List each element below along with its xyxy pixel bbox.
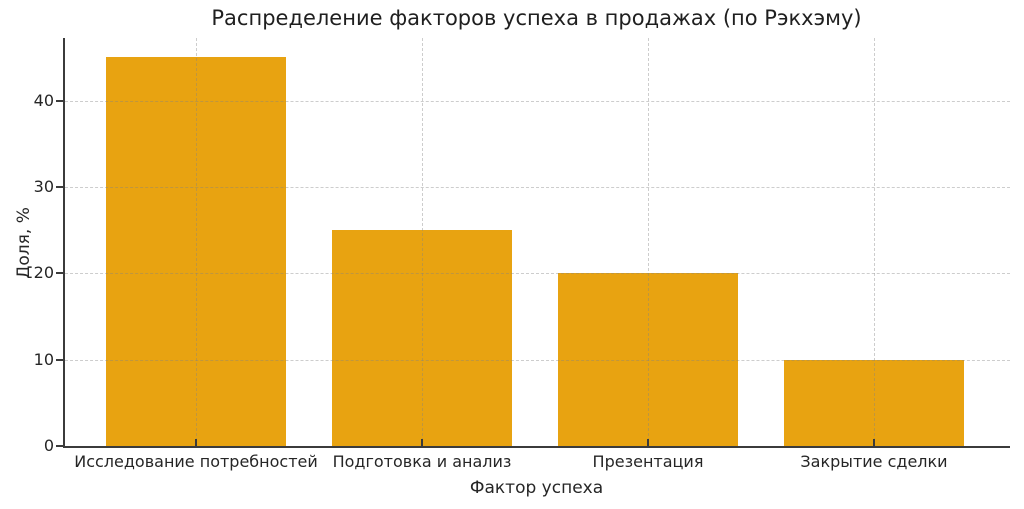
x-tick-label: Исследование потребностей	[74, 452, 318, 471]
y-tick-label: 30	[33, 176, 54, 196]
x-tick-mark	[195, 439, 197, 446]
x-tick-mark	[421, 439, 423, 446]
bar	[106, 57, 286, 446]
y-tick-label: 10	[33, 349, 54, 369]
chart-title: Распределение факторов успеха в продажах…	[211, 6, 862, 30]
y-tick-mark	[56, 99, 63, 102]
y-tick-mark	[56, 185, 63, 188]
y-tick-mark	[56, 445, 63, 447]
x-tick-label: Подготовка и анализ	[332, 452, 512, 471]
y-tick-label: 0	[43, 436, 54, 455]
y-tick-label: 40	[33, 90, 54, 110]
plot-area	[63, 38, 1010, 448]
x-tick-label: Презентация	[592, 452, 704, 471]
x-tick-label: Закрытие сделки	[800, 452, 948, 471]
y-tick-label: 20	[33, 263, 54, 283]
bar	[558, 273, 738, 446]
bar	[784, 359, 964, 446]
x-tick-mark	[873, 439, 875, 446]
x-axis-label: Фактор успеха	[469, 478, 604, 498]
x-tick-mark	[647, 439, 649, 446]
y-tick-mark	[56, 272, 63, 275]
bar	[332, 230, 512, 446]
y-tick-mark	[56, 358, 63, 361]
